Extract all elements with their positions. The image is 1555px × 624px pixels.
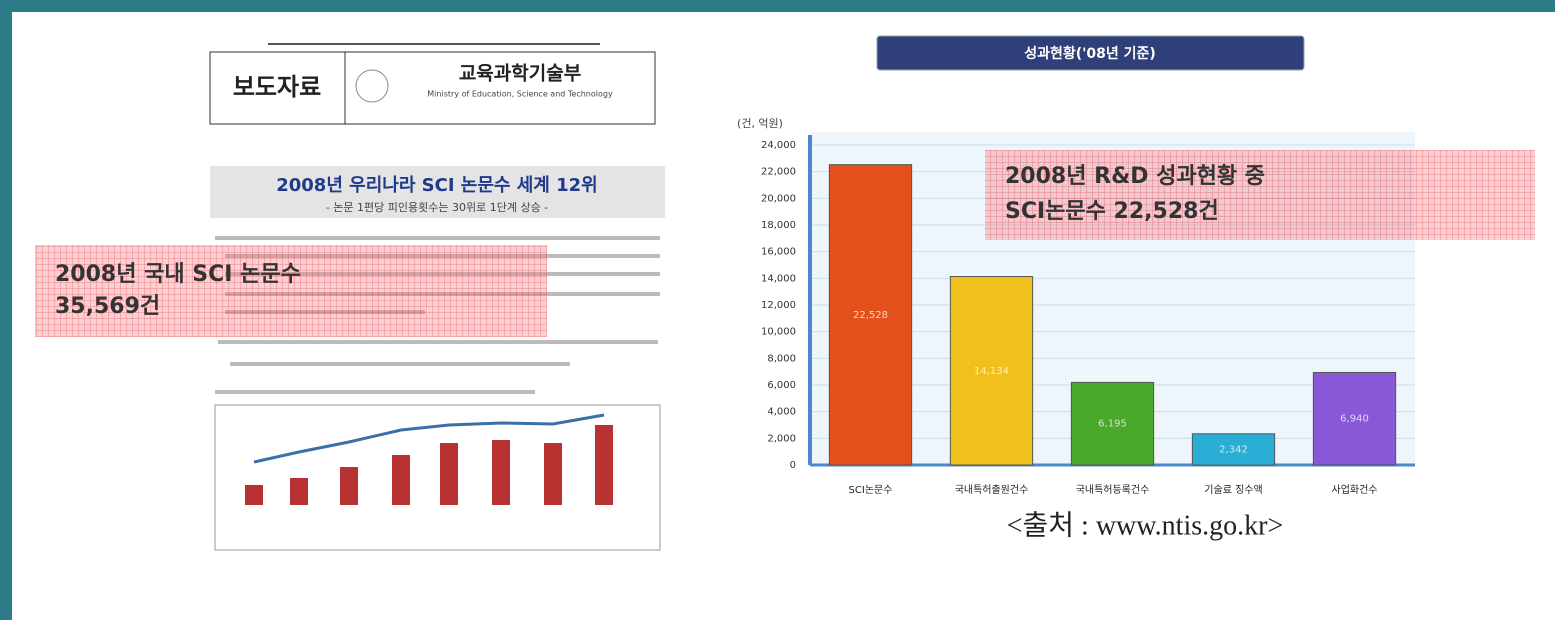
page: 보도자료 교육과학기술부 Ministry of Education, Scie… bbox=[0, 0, 1555, 624]
y-tick-label: 6,000 bbox=[767, 380, 796, 391]
y-tick-label: 20,000 bbox=[761, 193, 796, 204]
value-label: 6,195 bbox=[1098, 419, 1127, 430]
value-label: 22,528 bbox=[853, 310, 888, 321]
ministry: 교육과학기술부 bbox=[459, 63, 581, 85]
value-label: 6,940 bbox=[1340, 414, 1369, 425]
y-tick-label: 8,000 bbox=[767, 353, 796, 364]
y-tick-label: 2,000 bbox=[767, 433, 796, 444]
annotation: SCI논문수 22,528건 bbox=[1005, 199, 1219, 224]
annotation-box bbox=[35, 245, 547, 337]
ministry-en: Ministry of Education, Science and Techn… bbox=[427, 90, 613, 99]
x-tick-label: 국내특허출원건수 bbox=[955, 484, 1029, 496]
headline: 2008년 우리나라 SCI 논문수 세계 12위 bbox=[276, 175, 598, 196]
y-tick-label: 24,000 bbox=[761, 140, 796, 151]
x-tick-label: 국내특허등록건수 bbox=[1076, 484, 1150, 496]
annotation: 35,569건 bbox=[55, 294, 160, 319]
annotation: 2008년 R&D 성과현황 중 bbox=[1005, 164, 1265, 189]
value-label: 14,134 bbox=[974, 366, 1009, 377]
x-tick-label: 사업화건수 bbox=[1332, 483, 1378, 496]
y-tick-label: 10,000 bbox=[761, 327, 796, 338]
value-label: 2,342 bbox=[1219, 444, 1248, 455]
y-tick-label: 22,000 bbox=[761, 167, 796, 178]
y-tick-label: 0 bbox=[790, 460, 796, 471]
annotation: 2008년 국내 SCI 논문수 bbox=[55, 262, 301, 287]
badge: 보도자료 bbox=[233, 73, 321, 101]
y-axis-label: (건, 억원) bbox=[737, 117, 783, 130]
x-tick-label: SCI논문수 bbox=[849, 484, 893, 496]
subheadline: - 논문 1편당 피인용횟수는 30위로 1단계 상승 - bbox=[326, 201, 548, 214]
slide: 보도자료 교육과학기술부 Ministry of Education, Scie… bbox=[0, 0, 1555, 620]
y-tick-label: 18,000 bbox=[761, 220, 796, 231]
y-tick-label: 4,000 bbox=[767, 407, 796, 418]
y-tick-label: 12,000 bbox=[761, 300, 796, 311]
source: <출처 : www.ntis.go.kr> bbox=[1007, 509, 1284, 541]
y-tick-label: 14,000 bbox=[761, 273, 796, 284]
y-tick-label: 16,000 bbox=[761, 247, 796, 258]
chart-title: 성과현황('08년 기준) bbox=[1024, 45, 1156, 62]
x-tick-label: 기술료 징수액 bbox=[1204, 484, 1262, 496]
